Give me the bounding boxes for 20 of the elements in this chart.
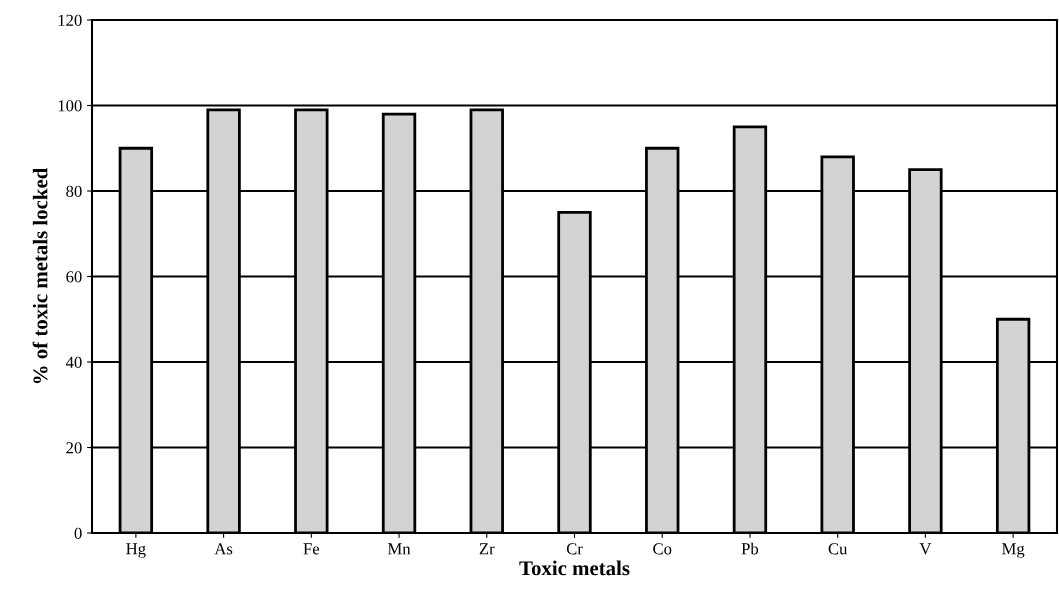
y-tick-label: 120 bbox=[58, 14, 82, 26]
x-tick-label: Pb bbox=[741, 542, 759, 555]
x-axis-title: Toxic metals bbox=[519, 560, 630, 576]
x-tick-label: Mn bbox=[387, 543, 411, 555]
x-tick-label: Zr bbox=[479, 543, 495, 555]
y-tick-label: 60 bbox=[66, 271, 82, 283]
x-tick-label: As bbox=[214, 543, 233, 555]
x-tick-label: Fe bbox=[303, 543, 320, 555]
y-tick-label: 40 bbox=[65, 356, 82, 368]
x-tick-label: Co bbox=[653, 543, 672, 555]
x-tick-label: V bbox=[919, 543, 932, 555]
x-tick-label: Cu bbox=[828, 543, 848, 555]
y-tick-label: 80 bbox=[66, 185, 82, 197]
y-tick-label: 100 bbox=[58, 100, 82, 112]
y-tick-label: 20 bbox=[66, 442, 82, 454]
x-tick-label: Hg bbox=[126, 543, 146, 558]
y-axis-title: % of toxic metals locked bbox=[32, 167, 48, 384]
x-tick-label: Mg bbox=[1002, 543, 1025, 558]
x-tick-label: Cr bbox=[566, 543, 583, 555]
y-tick-label: 0 bbox=[74, 527, 82, 539]
